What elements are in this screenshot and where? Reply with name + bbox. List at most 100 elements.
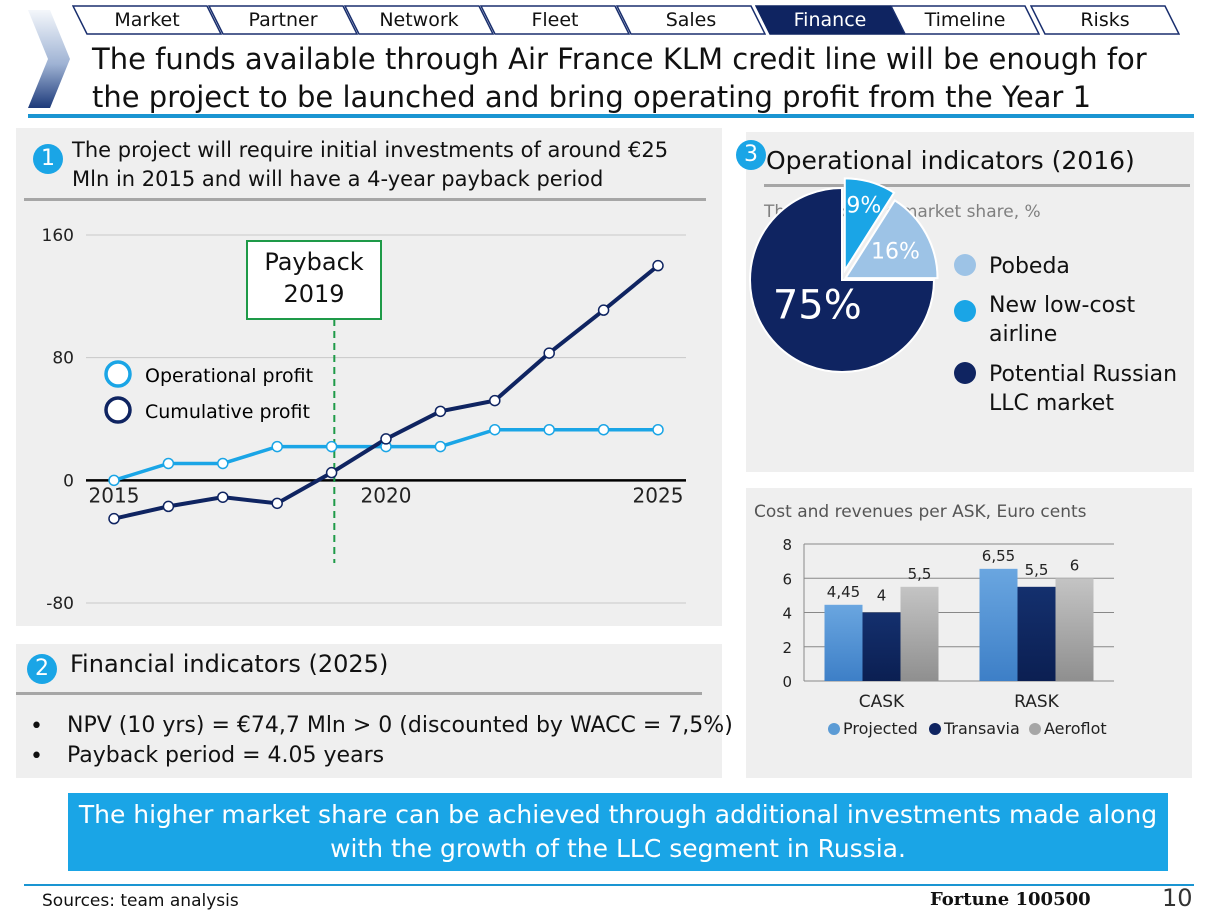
bar-category-label: CASK <box>859 692 905 712</box>
pie-legend-marker <box>954 300 976 322</box>
tab-fleet[interactable]: Fleet <box>480 5 630 35</box>
cumulative-profit-point <box>271 497 283 510</box>
cumulative-profit-point <box>217 491 229 503</box>
bar-y-tick-label: 2 <box>782 639 792 657</box>
cask-rask-bar-chart: 0 2 4 6 8 4,45 4 5,5 CASK 6,55 5,5 6 RASK Projected… <box>782 536 1114 738</box>
operational-profit-point <box>543 423 555 436</box>
pie-slice-label: 16% <box>871 239 920 264</box>
bar-chart-title: Cost and revenues per ASK, Euro cents <box>754 502 1087 522</box>
tab-label: Sales <box>665 9 717 31</box>
tab-network[interactable]: Network <box>344 5 494 35</box>
bar-y-tick-label: 6 <box>782 570 792 588</box>
cumulative-profit-point <box>380 433 392 445</box>
cumulative-profit-point <box>162 500 175 513</box>
y-tick-label: 80 <box>52 349 74 369</box>
tab-sales[interactable]: Sales <box>616 5 766 35</box>
operational-profit-point <box>434 440 447 453</box>
section-divider <box>24 198 706 201</box>
operational-profit-point <box>597 423 610 436</box>
tab-label: Network <box>379 9 459 31</box>
bar-transavia <box>1017 586 1056 681</box>
cumulative-profit-point <box>325 466 338 479</box>
footer-divider <box>24 884 1194 886</box>
operational-profit-point <box>271 440 283 453</box>
cask-rask-panel: Cost and revenues per ASK, Euro cents <box>746 488 1192 778</box>
financial-indicators-panel: 2 Financial indicators (2025) <box>16 644 722 778</box>
section-title: Financial indicators (2025) <box>70 650 389 678</box>
bar-y-tick-label: 8 <box>782 536 792 554</box>
payback-annotation-box <box>246 240 382 320</box>
tab-finance[interactable]: Finance <box>755 5 905 35</box>
bar-legend-label: Aeroflot <box>1044 719 1107 738</box>
pie-slice-label: 9% <box>846 194 881 219</box>
payback-bullet: Payback period = 4.05 years <box>67 743 385 768</box>
operational-profit-point <box>108 474 120 487</box>
tab-label: Market <box>114 9 180 31</box>
tab-risks[interactable]: Risks <box>1030 5 1180 35</box>
brand-logo: Fortune 100500 <box>930 889 1091 910</box>
tab-label: Finance <box>793 9 867 31</box>
bar-value-label: 5,5 <box>908 565 932 583</box>
pie-slice <box>749 186 936 373</box>
operational-profit-point <box>162 457 175 470</box>
bar-value-label: 4,45 <box>827 583 860 601</box>
page-title: The funds available through Air France K… <box>92 42 1147 114</box>
tab-label: Risks <box>1080 9 1130 31</box>
pie-legend-marker <box>954 362 976 384</box>
bar-value-label: 6,55 <box>982 547 1015 565</box>
tab-partner[interactable]: Partner <box>208 5 358 35</box>
bar-y-tick-label: 4 <box>782 605 792 623</box>
bar-projected <box>979 568 1018 681</box>
pie-legend-label: Potential Russian LLC market <box>989 362 1177 416</box>
conclusion-banner: The higher market share can be achieved … <box>68 793 1168 871</box>
tab-market[interactable]: Market <box>72 5 222 35</box>
bar-y-tick-label: 0 <box>782 673 792 691</box>
bar-value-label: 4 <box>877 587 887 605</box>
section-number-badge: 1 <box>33 144 63 174</box>
section-divider <box>16 692 702 695</box>
bar-legend-marker <box>929 723 941 735</box>
bullet-marker: • <box>30 744 43 769</box>
npv-bullet: NPV (10 yrs) = €74,7 Mln > 0 (discounted… <box>67 713 733 738</box>
bar-value-label: 5,5 <box>1025 561 1049 579</box>
pie-slice <box>843 177 896 274</box>
operational-profit-point <box>489 423 501 436</box>
pie-legend-marker <box>954 254 976 276</box>
cumulative-profit-point <box>652 259 664 272</box>
cumulative-profit-point <box>489 394 501 407</box>
legend-cumulative-marker <box>104 396 132 424</box>
operational-profit-point <box>217 457 229 470</box>
cumulative-profit-point <box>597 304 610 316</box>
bar-value-label: 6 <box>1070 556 1080 574</box>
cumulative-profit-point <box>434 405 447 418</box>
tab-label: Timeline <box>924 9 1006 31</box>
cumulative-profit-point <box>543 347 555 359</box>
pie-slice <box>843 199 939 280</box>
section-number-badge: 3 <box>736 140 766 170</box>
pie-legend-label: New low-cost airline <box>989 293 1136 347</box>
bar-legend-marker <box>828 723 840 735</box>
x-tick-label: 2025 <box>633 483 684 507</box>
market-share-pie-chart: 9% 16% 75% Pobeda New low-cost airline Potent… <box>749 177 1177 416</box>
payback-panel: 1 The project will require initial inves… <box>16 128 722 626</box>
tab-label: Fleet <box>531 9 579 31</box>
conclusion-text: The higher market share can be achieved … <box>78 800 1158 863</box>
nav-chevron-icon <box>28 10 70 108</box>
bar-aeroflot <box>900 586 939 681</box>
payback-line-chart: 160 80 0 -80 2015 2020 2025 Operational profi… <box>42 226 686 614</box>
y-tick-label: -80 <box>46 594 74 614</box>
legend-operational-marker <box>104 360 132 388</box>
bar-aeroflot <box>1055 578 1094 681</box>
y-tick-label: 0 <box>63 471 74 491</box>
page-number: 10 <box>1162 884 1193 912</box>
tab-timeline[interactable]: Timeline <box>890 5 1040 35</box>
legend-operational-label: Operational profit <box>145 365 313 387</box>
legend-cumulative-label: Cumulative profit <box>145 401 310 423</box>
cumulative-profit-point <box>108 512 120 525</box>
bar-transavia <box>862 612 901 681</box>
payback-annotation-label: Payback <box>264 248 363 276</box>
nav-tabs: Market Partner Network Fleet Sales Finan… <box>72 5 1184 39</box>
pie-slice-label: 75% <box>773 283 862 329</box>
bar-legend-label: Projected <box>843 719 918 738</box>
operational-profit-point <box>325 440 338 453</box>
